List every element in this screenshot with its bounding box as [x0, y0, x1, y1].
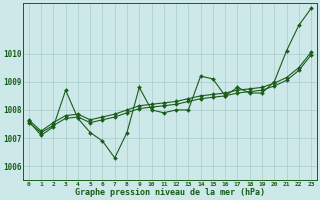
X-axis label: Graphe pression niveau de la mer (hPa): Graphe pression niveau de la mer (hPa) [75, 188, 265, 197]
